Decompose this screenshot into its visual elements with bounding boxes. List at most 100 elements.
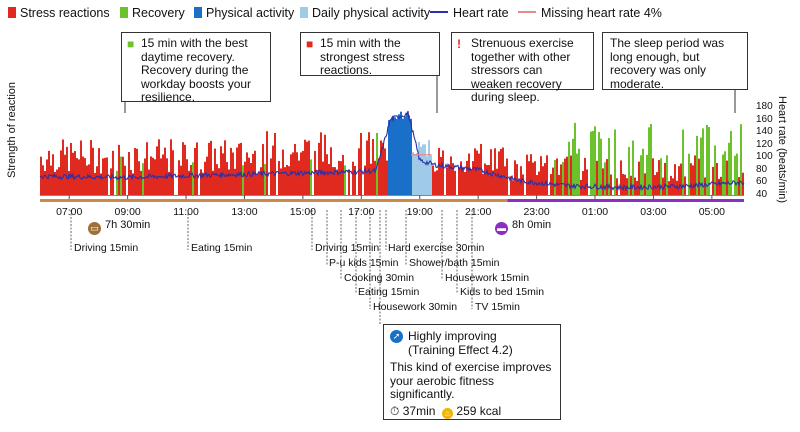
- chart-bar: [128, 152, 130, 195]
- chart-bar: [60, 150, 62, 195]
- stress-swatch: [8, 7, 16, 18]
- chart-bar: [632, 140, 634, 195]
- chart-bar: [428, 140, 430, 195]
- chart-bar: [66, 146, 68, 195]
- chart-bar: [286, 164, 288, 195]
- chart-bar: [158, 139, 160, 195]
- chart-bar: [438, 147, 440, 195]
- chart-bar: [164, 147, 166, 195]
- activity-label: Housework 15min: [445, 272, 530, 284]
- chart-bar: [542, 166, 544, 195]
- chart-bar: [564, 158, 566, 195]
- chart-bar: [242, 165, 244, 195]
- chart-bar: [56, 169, 58, 195]
- exercise-stats: ⏱ 37min ♨ 259 kcal: [390, 403, 554, 419]
- chart-bar: [94, 172, 96, 195]
- chart-bar: [378, 158, 380, 195]
- chart-bar: [660, 158, 662, 195]
- chart-bar: [96, 166, 98, 195]
- chart-bar: [652, 158, 654, 195]
- flame-icon: ♨: [442, 407, 454, 419]
- legend-label: Heart rate: [453, 6, 509, 20]
- chart-bar: [280, 168, 282, 195]
- chart-bar: [490, 149, 492, 195]
- chart-bar: [492, 170, 494, 195]
- chart-bar: [452, 163, 454, 195]
- chart-bar: [314, 150, 316, 195]
- recovery-icon: ■: [127, 37, 135, 51]
- chart-bar: [666, 155, 668, 195]
- chart-bar: [98, 148, 100, 195]
- x-tick-label: 17:00: [348, 206, 375, 218]
- physical-swatch: [194, 7, 202, 18]
- chart-bar: [410, 118, 412, 195]
- chart-bar: [132, 173, 134, 195]
- chart-bar: [380, 140, 382, 195]
- chart-bar: [318, 142, 320, 195]
- chart-bar: [298, 160, 300, 195]
- chart-bar: [244, 161, 246, 195]
- chart-bar: [320, 132, 322, 195]
- chart-bar: [368, 132, 370, 195]
- chart-bar: [460, 161, 462, 195]
- chart-bar: [494, 148, 496, 195]
- chart-bar: [232, 152, 234, 195]
- chart-bar: [594, 126, 596, 195]
- x-tick-label: 07:00: [56, 206, 83, 218]
- chart-bar: [700, 137, 702, 195]
- chart-bar: [638, 161, 640, 195]
- activity-label: P-u kids 15min: [329, 257, 399, 269]
- chart-bar: [246, 152, 248, 195]
- chart-bar: [310, 159, 312, 195]
- chart-bar: [214, 148, 216, 195]
- chart-bar: [622, 173, 624, 195]
- chart-bar: [44, 171, 46, 195]
- chart-bar: [740, 124, 742, 195]
- chart-bar: [408, 115, 410, 195]
- chart-bar: [566, 156, 568, 195]
- chart-bar: [382, 142, 384, 195]
- chart-bar: [328, 163, 330, 195]
- chart-bar: [326, 154, 328, 195]
- chart-bar: [436, 170, 438, 195]
- chart-bar: [290, 154, 292, 195]
- chart-bar: [88, 164, 90, 195]
- chart-bar: [140, 170, 142, 195]
- legend-recovery: Recovery: [120, 6, 185, 20]
- exercise-duration: 37min: [402, 403, 436, 418]
- chart-bar: [462, 167, 464, 195]
- chart-bar: [512, 180, 514, 195]
- activity-label: Hard exercise 30min: [388, 242, 485, 254]
- chart-bar: [120, 156, 122, 195]
- callout-stress: ■ 15 min with the strongest stress react…: [300, 32, 440, 77]
- chart-bar: [306, 141, 308, 195]
- chart-bar: [720, 176, 722, 195]
- chart-bar: [86, 165, 88, 195]
- activity-label: TV 15min: [475, 301, 520, 313]
- chart-bar: [738, 177, 740, 195]
- chart-bar: [104, 157, 106, 195]
- warning-icon: !: [457, 37, 461, 51]
- chart-bar: [300, 152, 302, 195]
- chart-bar: [484, 163, 486, 195]
- x-tick-label: 19:00: [406, 206, 433, 218]
- chart-bar: [694, 155, 696, 195]
- chart-bar: [358, 148, 360, 195]
- y2-tick-label: 180: [756, 101, 773, 112]
- chart-bar: [698, 158, 700, 195]
- chart-bar: [178, 160, 180, 195]
- callout-sleep: The sleep period was long enough, but re…: [602, 32, 748, 90]
- chart-bar: [270, 158, 272, 195]
- chart-bar: [370, 163, 372, 195]
- chart-bar: [510, 176, 512, 195]
- chart-bar: [650, 124, 652, 195]
- activity-label: Eating 15min: [358, 286, 420, 298]
- chart-bar: [532, 162, 534, 195]
- chart-bar: [344, 165, 346, 195]
- chart-bar: [224, 140, 226, 195]
- chart-bar: [162, 154, 164, 195]
- chart-bar: [724, 151, 726, 195]
- chart-bar: [218, 168, 220, 195]
- chart-bar: [182, 142, 184, 195]
- chart-bar: [404, 116, 406, 195]
